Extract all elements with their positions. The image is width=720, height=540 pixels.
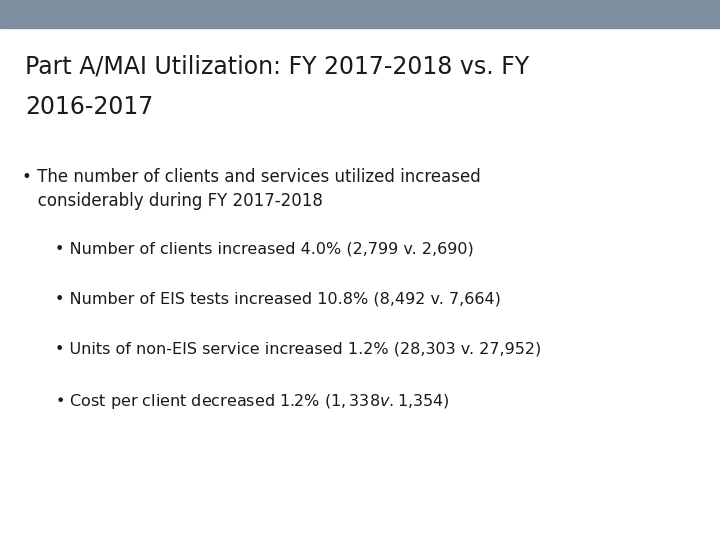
Text: • Cost per client decreased 1.2% ($1,338 v. $1,354): • Cost per client decreased 1.2% ($1,338… [55, 392, 450, 411]
Text: • Number of EIS tests increased 10.8% (8,492 v. 7,664): • Number of EIS tests increased 10.8% (8… [55, 292, 501, 307]
Text: 2016-2017: 2016-2017 [25, 95, 153, 119]
Text: • Units of non-EIS service increased 1.2% (28,303 v. 27,952): • Units of non-EIS service increased 1.2… [55, 342, 541, 357]
Text: considerably during FY 2017-2018: considerably during FY 2017-2018 [22, 192, 323, 210]
Text: Part A/MAI Utilization: FY 2017-2018 vs. FY: Part A/MAI Utilization: FY 2017-2018 vs.… [25, 55, 529, 79]
Text: • Number of clients increased 4.0% (2,799 v. 2,690): • Number of clients increased 4.0% (2,79… [55, 242, 474, 257]
Text: • The number of clients and services utilized increased: • The number of clients and services uti… [22, 168, 481, 186]
